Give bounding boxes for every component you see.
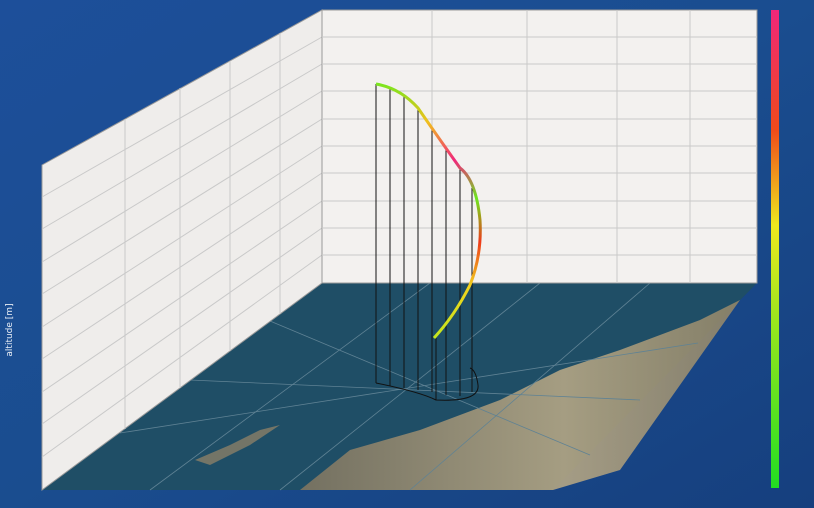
- terrain: [195, 425, 280, 465]
- drop-lines: [375, 84, 473, 400]
- ground-track: [375, 367, 479, 401]
- axis-title: altitude [m]: [5, 303, 15, 356]
- trajectory: [375, 82, 482, 340]
- back-grid: [322, 10, 757, 283]
- floor-grid: [119, 282, 699, 491]
- colorbar: [771, 10, 779, 488]
- side-grid: [41, 33, 323, 458]
